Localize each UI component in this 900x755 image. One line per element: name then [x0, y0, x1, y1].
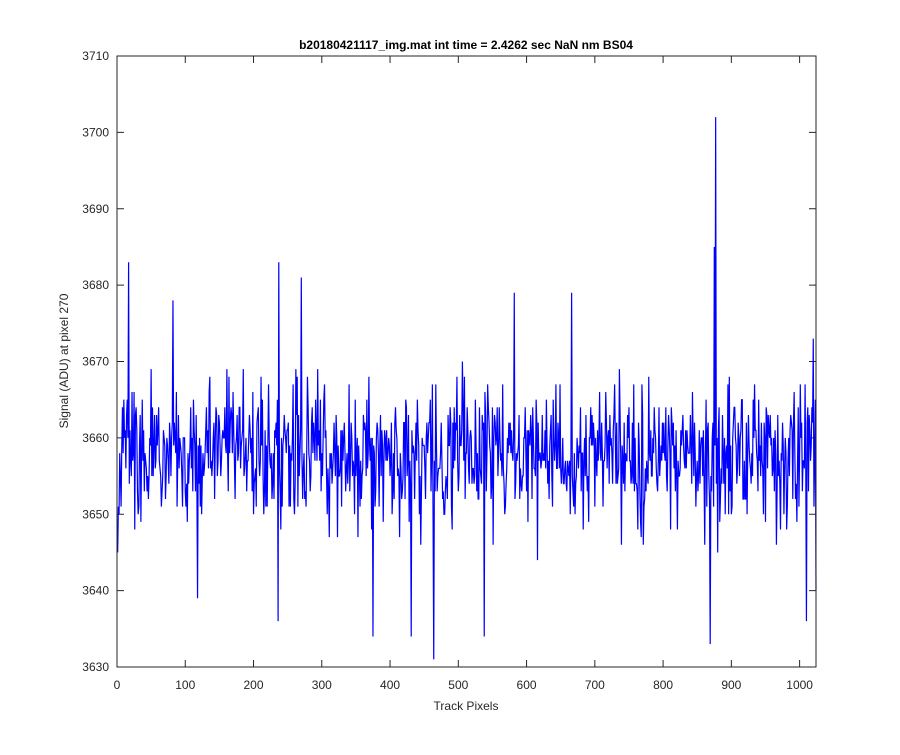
x-tick-label: 600 [517, 678, 537, 692]
chart-title: b20180421117_img.mat int time = 2.4262 s… [299, 38, 633, 52]
x-tick-label: 200 [244, 678, 264, 692]
x-tick-label: 500 [448, 678, 468, 692]
y-tick-label: 3650 [82, 507, 109, 521]
x-tick-label: 1000 [786, 678, 813, 692]
x-tick-label: 700 [585, 678, 605, 692]
y-tick-label: 3710 [82, 49, 109, 63]
y-tick-label: 3680 [82, 278, 109, 292]
y-tick-label: 3630 [82, 660, 109, 674]
x-tick-label: 900 [721, 678, 741, 692]
y-tick-label: 3640 [82, 584, 109, 598]
plot-frame [116, 55, 817, 668]
tick-labels: 0 100 200 300 400 500 600 700 800 900 1000 3630 3640… [82, 49, 813, 692]
x-tick-label: 0 [114, 678, 121, 692]
x-tick-label: 400 [380, 678, 400, 692]
x-tick-label: 100 [175, 678, 195, 692]
x-tick-label: 800 [653, 678, 673, 692]
y-tick-label: 3700 [82, 125, 109, 139]
x-axis-label: Track Pixels [434, 699, 499, 713]
y-tick-label: 3660 [82, 431, 109, 445]
y-tick-label: 3690 [82, 202, 109, 216]
y-tick-label: 3670 [82, 355, 109, 369]
signal-series-line [117, 117, 817, 660]
x-tick-label: 300 [312, 678, 332, 692]
series-layer [117, 117, 817, 660]
plot-area [117, 56, 816, 667]
y-axis-label: Signal (ADU) at pixel 270 [57, 293, 71, 428]
